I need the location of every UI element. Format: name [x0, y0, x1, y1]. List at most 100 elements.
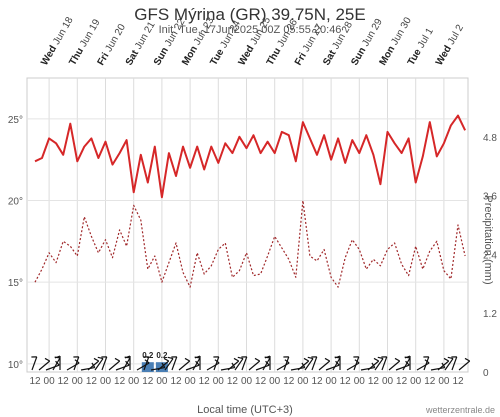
- wind-barb-staff: [381, 356, 388, 371]
- wind-barb-flag: [303, 357, 310, 362]
- day-of-week: Mon: [378, 44, 398, 67]
- wind-barb-flag: [171, 356, 177, 358]
- wind-barb-staff: [318, 360, 331, 371]
- y2-tick-label: 3.6: [483, 192, 497, 203]
- hour-label: 12: [396, 376, 408, 387]
- wind-barb-staff: [423, 356, 430, 371]
- y-tick-label: 25°: [8, 115, 23, 126]
- y-tick-label: 10°: [8, 360, 23, 371]
- wind-barb: [143, 356, 150, 371]
- wind-barb-staff: [178, 360, 191, 371]
- wind-barb-flag: [114, 357, 121, 362]
- hour-label: 00: [326, 376, 338, 387]
- credit-label: wetterzentrale.de: [425, 405, 495, 415]
- wind-barb: [87, 357, 100, 371]
- day-of-week: Sat: [124, 48, 142, 68]
- wind-barb: [115, 360, 130, 371]
- wind-barb: [178, 357, 191, 371]
- wind-barb-staff: [255, 364, 270, 371]
- hour-label: 00: [438, 376, 450, 387]
- wind-barb-staff: [353, 356, 360, 371]
- wind-barb-flag: [334, 355, 341, 359]
- plot-frame: [26, 77, 469, 373]
- wind-barb-staff: [444, 358, 454, 371]
- wind-barb-staff: [101, 356, 108, 371]
- wind-barb-flag: [54, 355, 61, 359]
- wind-barb-staff: [80, 366, 95, 371]
- grid-lines: [26, 77, 469, 373]
- wind-barb: [381, 356, 388, 371]
- wind-barb-staff: [311, 356, 318, 371]
- day-of-week: Thu: [265, 46, 284, 67]
- wind-barb: [31, 356, 38, 371]
- wind-barb-staff: [136, 362, 150, 371]
- wind-barb: [451, 356, 458, 371]
- wind-barb-flag: [233, 357, 240, 362]
- wind-barb-staff: [262, 357, 271, 371]
- day-of-week: Tue: [208, 47, 226, 68]
- wind-barb-staff: [87, 360, 100, 371]
- wind-barb-flag: [464, 357, 471, 362]
- wind-barb: [404, 355, 411, 370]
- wind-barb: [213, 356, 220, 371]
- wind-barb-flag: [213, 356, 219, 358]
- wind-barb-staff: [143, 356, 150, 371]
- wind-barb-staff: [234, 358, 244, 371]
- hour-label: 12: [86, 376, 98, 387]
- wind-barb: [388, 357, 401, 371]
- hour-label: 00: [354, 376, 366, 387]
- dewpoint-line: [34, 199, 466, 288]
- wind-barb-flag: [283, 356, 289, 358]
- wind-barb-staff: [374, 358, 384, 371]
- day-of-week: Sun: [349, 46, 368, 68]
- precip-bar-label: 0.2: [156, 351, 168, 360]
- wind-barb: [423, 356, 430, 371]
- wind-barb-staff: [206, 362, 220, 371]
- day-date: Jun 18: [51, 15, 76, 47]
- wind-barb: [325, 360, 340, 371]
- y-tick-label: 15°: [8, 278, 23, 289]
- day-label: TueJul 1: [406, 26, 436, 68]
- day-label: WedJul 2: [434, 23, 466, 68]
- wind-barb: [101, 356, 108, 371]
- wind-barb: [318, 357, 331, 371]
- hour-label: 00: [128, 376, 140, 387]
- wind-barb-flag: [163, 357, 170, 362]
- wind-barb-staff: [430, 366, 445, 371]
- hour-label: 00: [297, 376, 309, 387]
- wind-barb-flag: [394, 357, 401, 362]
- wind-barb: [367, 357, 380, 371]
- wind-barb-staff: [360, 366, 375, 371]
- hour-label: 12: [114, 376, 126, 387]
- wind-barb: [334, 355, 341, 370]
- day-date: Jun 21: [133, 20, 158, 52]
- wind-barb: [54, 355, 61, 370]
- wind-barb-staff: [248, 360, 261, 371]
- wind-barb: [437, 357, 450, 371]
- wind-barb-flag: [254, 357, 261, 362]
- hour-label: 12: [255, 376, 267, 387]
- wind-barb: [45, 360, 60, 371]
- wind-barb-flag: [353, 356, 359, 358]
- wind-barb: [94, 356, 104, 371]
- wind-barb-staff: [388, 360, 401, 371]
- wind-barb-staff: [150, 366, 165, 371]
- hour-label: 00: [269, 376, 281, 387]
- wind-barb-staff: [241, 356, 248, 371]
- chart-subtitle: Init: Tue, 17Jun2025 00Z 05:55 20:46: [159, 24, 342, 36]
- wind-barb-flag: [167, 356, 174, 360]
- wind-barb: [241, 356, 248, 371]
- day-of-week: Tue: [406, 47, 424, 68]
- y2-tick-label: 1.2: [483, 309, 497, 320]
- wind-barb-staff: [437, 360, 450, 371]
- hour-label: 12: [227, 376, 239, 387]
- wind-barb: [297, 357, 310, 371]
- y2-tick-label: 0: [483, 368, 489, 379]
- wind-barb-staff: [213, 356, 220, 371]
- wind-barb-staff: [192, 357, 201, 371]
- day-label-text: TueJul 1: [406, 26, 436, 68]
- wind-barb-flag: [184, 357, 191, 362]
- wind-barb-staff: [395, 364, 410, 371]
- hour-label: 12: [311, 376, 323, 387]
